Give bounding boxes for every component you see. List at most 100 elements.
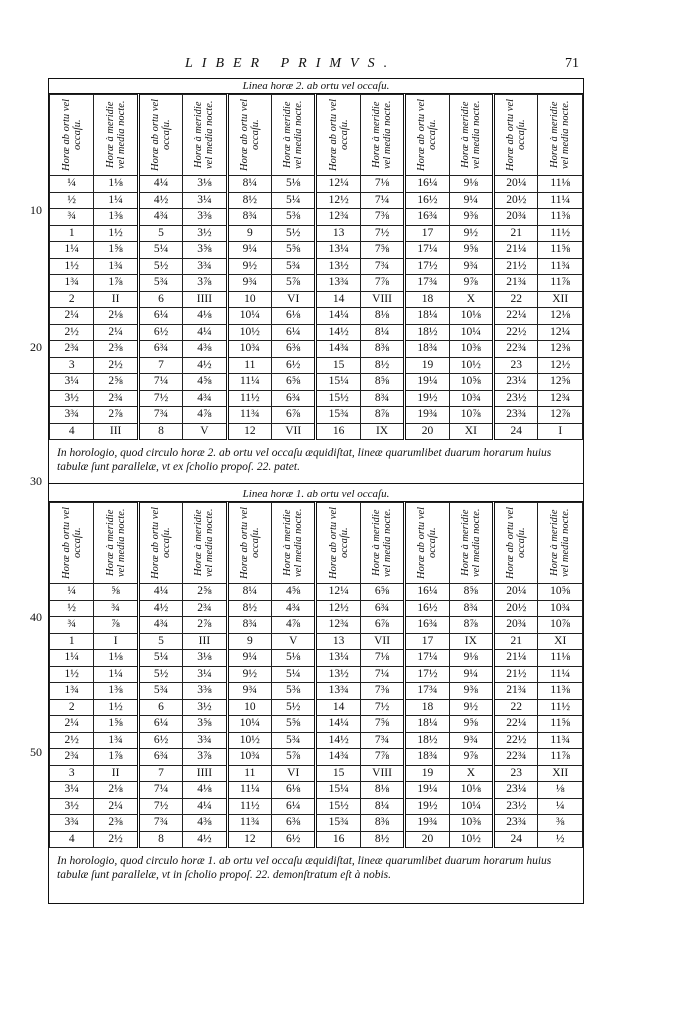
- table-cell: 2: [48, 698, 95, 716]
- table-cell: 20½: [492, 599, 539, 617]
- hour-table: Horæ ab ortu vel occaſu. Horæ à meridie v…: [48, 502, 583, 848]
- table-frame: Linea horæ 2. ab ortu vel occaſu. Horæ ab…: [48, 78, 584, 904]
- table-cell: 22½: [492, 323, 539, 341]
- table-cell: 16¾: [403, 616, 450, 634]
- table-section: Linea horæ 2. ab ortu vel occaſu. Horæ ab…: [48, 79, 583, 474]
- table-cell: 11⅝: [537, 715, 583, 733]
- table-cell: 15¼: [314, 373, 361, 391]
- table-cell: 12½: [314, 191, 361, 209]
- table-cell: X: [448, 290, 495, 308]
- table-cell: 3¼: [48, 781, 95, 799]
- table-cell: X: [448, 764, 495, 782]
- header-text: Horæ ab ortu vel occaſu.: [327, 98, 350, 172]
- table-cell: 17¾: [403, 682, 450, 700]
- table-cell: 3½: [48, 389, 95, 407]
- table-cell: 1⅝: [93, 241, 139, 259]
- table-cell: 13: [314, 632, 361, 650]
- table-cell: XII: [537, 290, 583, 308]
- table-cell: 8¼: [225, 583, 273, 601]
- table-cell: 9⅞: [448, 748, 495, 766]
- table-cell: 1¾: [48, 274, 95, 292]
- table-cell: II: [93, 290, 139, 308]
- table-cell: 7½: [136, 389, 184, 407]
- table-cell: 18¼: [403, 715, 450, 733]
- table-cell: 12⅞: [537, 406, 583, 424]
- table-cell: 6⅛: [271, 307, 317, 325]
- table-cell: 8½: [225, 191, 273, 209]
- header-text: Horæ à meridie vel media nocte.: [104, 100, 127, 170]
- table-cell: 18¾: [403, 340, 450, 358]
- table-cell: 9¼: [448, 191, 495, 209]
- table-cell: 11⅝: [537, 241, 583, 259]
- table-cell: 5¼: [271, 665, 317, 683]
- table-cell: 10: [225, 290, 273, 308]
- table-cell: 1⅜: [93, 208, 139, 226]
- table-cell: 3⅜: [182, 208, 228, 226]
- table-cell: 23½: [492, 389, 539, 407]
- header-cell: Horæ à meridie vel media nocte.: [448, 502, 495, 584]
- table-cell: 11¾: [537, 257, 583, 275]
- header-cell: Horæ ab ortu vel occaſu.: [403, 94, 450, 176]
- table-cell: 9⅝: [448, 241, 495, 259]
- table-cell: 17½: [403, 257, 450, 275]
- running-head: LIBER PRIMVS.: [185, 56, 397, 71]
- table-cell: 4¾: [182, 389, 228, 407]
- table-row: ¼ 1⅛ 4¼ 3⅛ 8¼ 5⅛ 12¼ 7⅛ 16¼ 9⅛ 20¼ 11⅛: [48, 175, 583, 193]
- header-text: Horæ à meridie vel media nocte.: [104, 508, 127, 578]
- table-cell: 2⅞: [93, 406, 139, 424]
- table-cell: 5⅛: [271, 649, 317, 667]
- table-cell: ¼: [48, 175, 95, 193]
- table-row: 1¼ 1⅛ 5¼ 3⅛ 9¼ 5⅛ 13¼ 7⅛ 17¼ 9⅛ 21¼ 11⅛: [48, 649, 583, 667]
- table-cell: 10¾: [225, 340, 273, 358]
- table-cell: 1¾: [48, 682, 95, 700]
- table-row: 1¼ 1⅝ 5¼ 3⅝ 9¼ 5⅝ 13¼ 7⅝ 17¼ 9⅝ 21¼ 11⅝: [48, 241, 583, 259]
- table-cell: 3¾: [48, 814, 95, 832]
- table-cell: 12⅛: [537, 307, 583, 325]
- table-cell: 10¼: [448, 323, 495, 341]
- table-row: 1 1½ 5 3½ 9 5½ 13 7½ 17 9½ 21 11½: [48, 224, 583, 242]
- table-cell: 1½: [93, 698, 139, 716]
- table-cell: 2¾: [48, 340, 95, 358]
- table-cell: 19: [403, 356, 450, 374]
- table-cell: 3⅝: [182, 715, 228, 733]
- table-cell: VII: [271, 422, 317, 440]
- table-cell: IIII: [182, 290, 228, 308]
- hour-table: Horæ ab ortu vel occaſu. Horæ à meridie v…: [48, 94, 583, 440]
- table-cell: 12⅝: [537, 373, 583, 391]
- table-cell: 14: [314, 698, 361, 716]
- table-cell: 2½: [48, 323, 95, 341]
- table-cell: 17½: [403, 665, 450, 683]
- table-cell: 1⅞: [93, 274, 139, 292]
- table-cell: 1⅜: [93, 682, 139, 700]
- table-cell: 4½: [136, 191, 184, 209]
- table-cell: 7¼: [136, 781, 184, 799]
- table-cell: 13½: [314, 257, 361, 275]
- table-cell: 15¾: [314, 814, 361, 832]
- table-cell: 14¾: [314, 340, 361, 358]
- table-cell: 19¼: [403, 781, 450, 799]
- table-cell: 8½: [225, 599, 273, 617]
- table-row: 2½ 2¼ 6½ 4¼ 10½ 6¼ 14½ 8¼ 18½ 10¼ 22½ 12¼: [48, 323, 583, 341]
- table-cell: 6⅝: [359, 583, 406, 601]
- table-cell: 13: [314, 224, 361, 242]
- table-cell: 3: [48, 356, 95, 374]
- table-row: 3¾ 2⅜ 7¾ 4⅜ 11¾ 6⅜ 15¾ 8⅜ 19¾ 10⅜ 23¾ ⅜: [48, 814, 583, 832]
- margin-number: 10: [30, 203, 42, 217]
- table-cell: 6⅜: [271, 814, 317, 832]
- table-cell: 12¾: [314, 208, 361, 226]
- table-cell: 6¾: [136, 748, 184, 766]
- table-row: 2 II 6 IIII 10 VI 14 VIII 18 X 22 XII: [48, 290, 583, 308]
- table-cell: 4¼: [182, 323, 228, 341]
- table-cell: 14¾: [314, 748, 361, 766]
- table-cell: 3: [48, 764, 95, 782]
- table-cell: 2: [48, 290, 95, 308]
- table-cell: 7⅛: [359, 649, 406, 667]
- table-cell: 12: [225, 830, 273, 848]
- table-cell: 19¾: [403, 406, 450, 424]
- table-cell: 5: [136, 224, 184, 242]
- table-cell: 2⅜: [93, 814, 139, 832]
- table-cell: 6½: [271, 830, 317, 848]
- table-cell: 8½: [359, 830, 406, 848]
- table-cell: ½: [537, 830, 583, 848]
- table-row: 2½ 1¾ 6½ 3¾ 10½ 5¾ 14½ 7¾ 18½ 9¾ 22½ 11¾: [48, 731, 583, 749]
